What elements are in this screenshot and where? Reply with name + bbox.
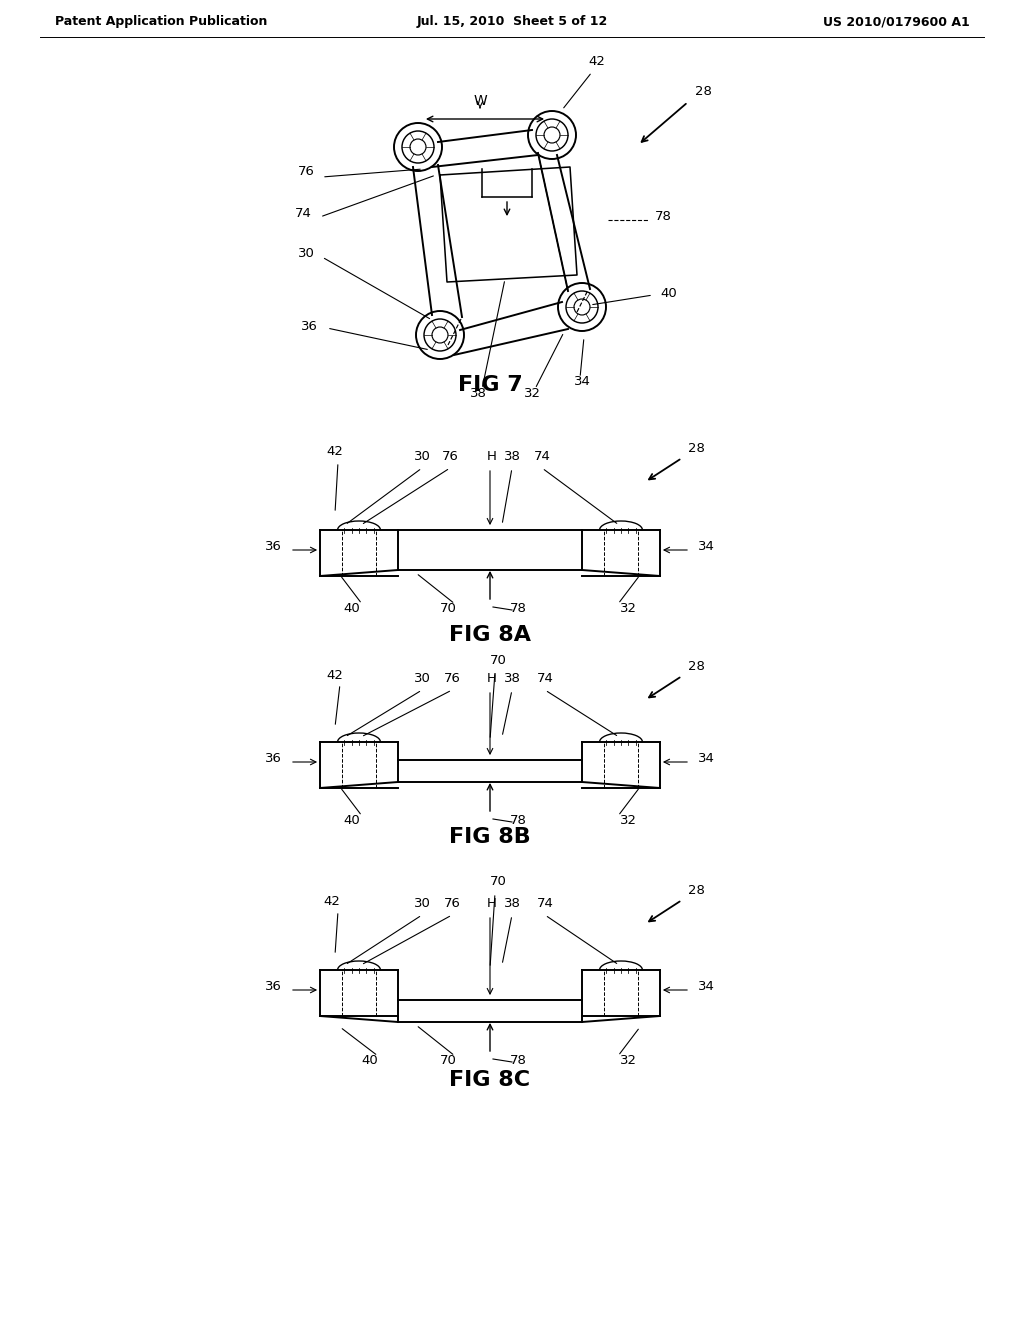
Text: 76: 76 xyxy=(443,898,461,909)
Text: 34: 34 xyxy=(698,979,715,993)
Text: 40: 40 xyxy=(344,602,360,615)
Text: FIG 7: FIG 7 xyxy=(458,375,522,395)
Text: 30: 30 xyxy=(414,450,430,463)
Text: 36: 36 xyxy=(301,319,318,333)
Text: 76: 76 xyxy=(441,450,459,463)
Text: Patent Application Publication: Patent Application Publication xyxy=(55,16,267,29)
Text: FIG 8A: FIG 8A xyxy=(449,624,531,645)
Text: 42: 42 xyxy=(327,445,343,458)
Text: 38: 38 xyxy=(504,672,520,685)
Text: 32: 32 xyxy=(620,814,637,828)
Text: 38: 38 xyxy=(504,898,520,909)
Text: 70: 70 xyxy=(439,1053,457,1067)
Text: US 2010/0179600 A1: US 2010/0179600 A1 xyxy=(823,16,970,29)
Text: 42: 42 xyxy=(589,55,605,69)
Text: 32: 32 xyxy=(523,387,541,400)
Text: 30: 30 xyxy=(414,898,430,909)
Text: 38: 38 xyxy=(504,450,520,463)
Text: 76: 76 xyxy=(443,672,461,685)
Text: 34: 34 xyxy=(573,375,591,388)
Text: 34: 34 xyxy=(698,540,715,553)
Text: 42: 42 xyxy=(327,669,343,682)
Text: 30: 30 xyxy=(414,672,430,685)
Text: 40: 40 xyxy=(344,814,360,828)
Text: 32: 32 xyxy=(620,1053,637,1067)
Text: 78: 78 xyxy=(655,210,672,223)
Text: 28: 28 xyxy=(688,442,705,455)
Text: 78: 78 xyxy=(510,814,526,828)
Text: 28: 28 xyxy=(688,660,705,673)
Text: 42: 42 xyxy=(324,895,340,908)
Text: 74: 74 xyxy=(534,450,551,463)
Text: 70: 70 xyxy=(489,875,507,888)
Text: 40: 40 xyxy=(660,286,677,300)
Text: 74: 74 xyxy=(537,672,553,685)
Text: 28: 28 xyxy=(688,884,705,898)
Text: H: H xyxy=(487,898,497,909)
Text: 30: 30 xyxy=(298,247,315,260)
Text: 40: 40 xyxy=(361,1053,379,1067)
Text: 36: 36 xyxy=(265,752,282,766)
Text: FIG 8B: FIG 8B xyxy=(450,828,530,847)
Text: Jul. 15, 2010  Sheet 5 of 12: Jul. 15, 2010 Sheet 5 of 12 xyxy=(417,16,607,29)
Text: 78: 78 xyxy=(510,1053,526,1067)
Text: H: H xyxy=(487,450,497,463)
Text: 28: 28 xyxy=(695,84,712,98)
Text: H: H xyxy=(487,672,497,685)
Text: W: W xyxy=(473,94,486,108)
Text: 36: 36 xyxy=(265,540,282,553)
Text: 38: 38 xyxy=(470,387,486,400)
Text: 74: 74 xyxy=(295,207,312,220)
Text: 32: 32 xyxy=(620,602,637,615)
Text: 70: 70 xyxy=(439,602,457,615)
Text: 34: 34 xyxy=(698,752,715,766)
Text: 70: 70 xyxy=(489,653,507,667)
Text: 36: 36 xyxy=(265,979,282,993)
Text: FIG 8C: FIG 8C xyxy=(450,1071,530,1090)
Text: 78: 78 xyxy=(510,602,526,615)
Text: 74: 74 xyxy=(537,898,553,909)
Text: 76: 76 xyxy=(298,165,315,178)
